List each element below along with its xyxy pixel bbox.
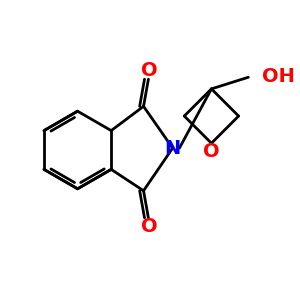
Text: N: N [164, 139, 181, 158]
Text: OH: OH [262, 67, 295, 86]
Text: O: O [141, 217, 158, 236]
Text: O: O [203, 142, 220, 161]
Text: O: O [141, 61, 158, 80]
